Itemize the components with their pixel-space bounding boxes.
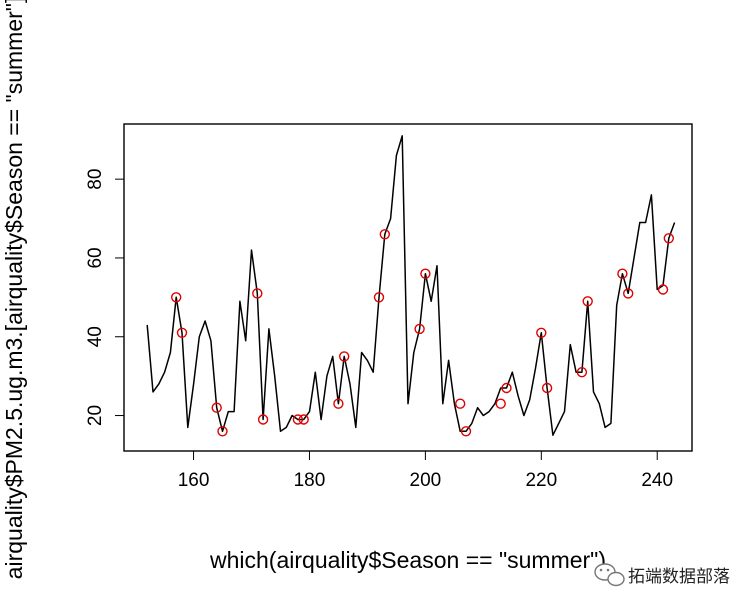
data-point bbox=[170, 292, 182, 303]
watermark-text: 拓端数据部落 bbox=[628, 567, 730, 587]
data-point bbox=[176, 327, 188, 338]
data-point bbox=[298, 414, 309, 425]
y-tick-label: 60 bbox=[85, 247, 106, 268]
data-point bbox=[623, 288, 634, 299]
y-axis: 20 40 60 80 bbox=[85, 169, 125, 426]
x-axis: 160 180 200 220 240 bbox=[178, 450, 673, 491]
data-point bbox=[536, 327, 547, 338]
data-point bbox=[211, 402, 222, 413]
data-point bbox=[657, 284, 669, 295]
highlight-points-group bbox=[170, 229, 674, 437]
y-tick-label: 40 bbox=[85, 326, 106, 347]
y-axis-title: airquality$PM2.5.ug.m3.[airquality$Seaso… bbox=[1, 0, 27, 579]
data-point bbox=[576, 367, 588, 378]
y-tick-label: 20 bbox=[85, 405, 106, 426]
data-point bbox=[252, 288, 263, 299]
data-point bbox=[582, 296, 593, 307]
wechat-icon bbox=[594, 563, 625, 587]
data-point bbox=[501, 382, 512, 394]
data-point bbox=[217, 426, 228, 437]
x-tick-label: 200 bbox=[410, 470, 442, 491]
data-point bbox=[379, 229, 390, 240]
x-tick-label: 180 bbox=[294, 470, 326, 491]
data-point bbox=[495, 398, 506, 409]
x-tick-label: 160 bbox=[178, 470, 210, 491]
data-point bbox=[541, 382, 553, 394]
x-tick-label: 220 bbox=[525, 470, 557, 491]
data-point bbox=[257, 414, 269, 425]
data-point bbox=[460, 426, 472, 437]
data-point bbox=[420, 268, 431, 279]
data-point bbox=[333, 398, 344, 409]
data-point bbox=[339, 351, 350, 362]
data-point bbox=[292, 414, 304, 425]
data-point bbox=[455, 398, 466, 409]
data-point bbox=[373, 292, 385, 303]
data-point bbox=[663, 233, 674, 244]
series-line bbox=[146, 135, 676, 436]
data-point bbox=[617, 268, 628, 279]
y-tick-label: 80 bbox=[85, 169, 106, 190]
data-point bbox=[414, 323, 425, 335]
x-axis-title: which(airquality$Season == "summer") bbox=[209, 547, 606, 573]
watermark: 拓端数据部落 bbox=[594, 563, 730, 587]
x-tick-label: 240 bbox=[641, 470, 673, 491]
series-line-group bbox=[146, 135, 676, 436]
